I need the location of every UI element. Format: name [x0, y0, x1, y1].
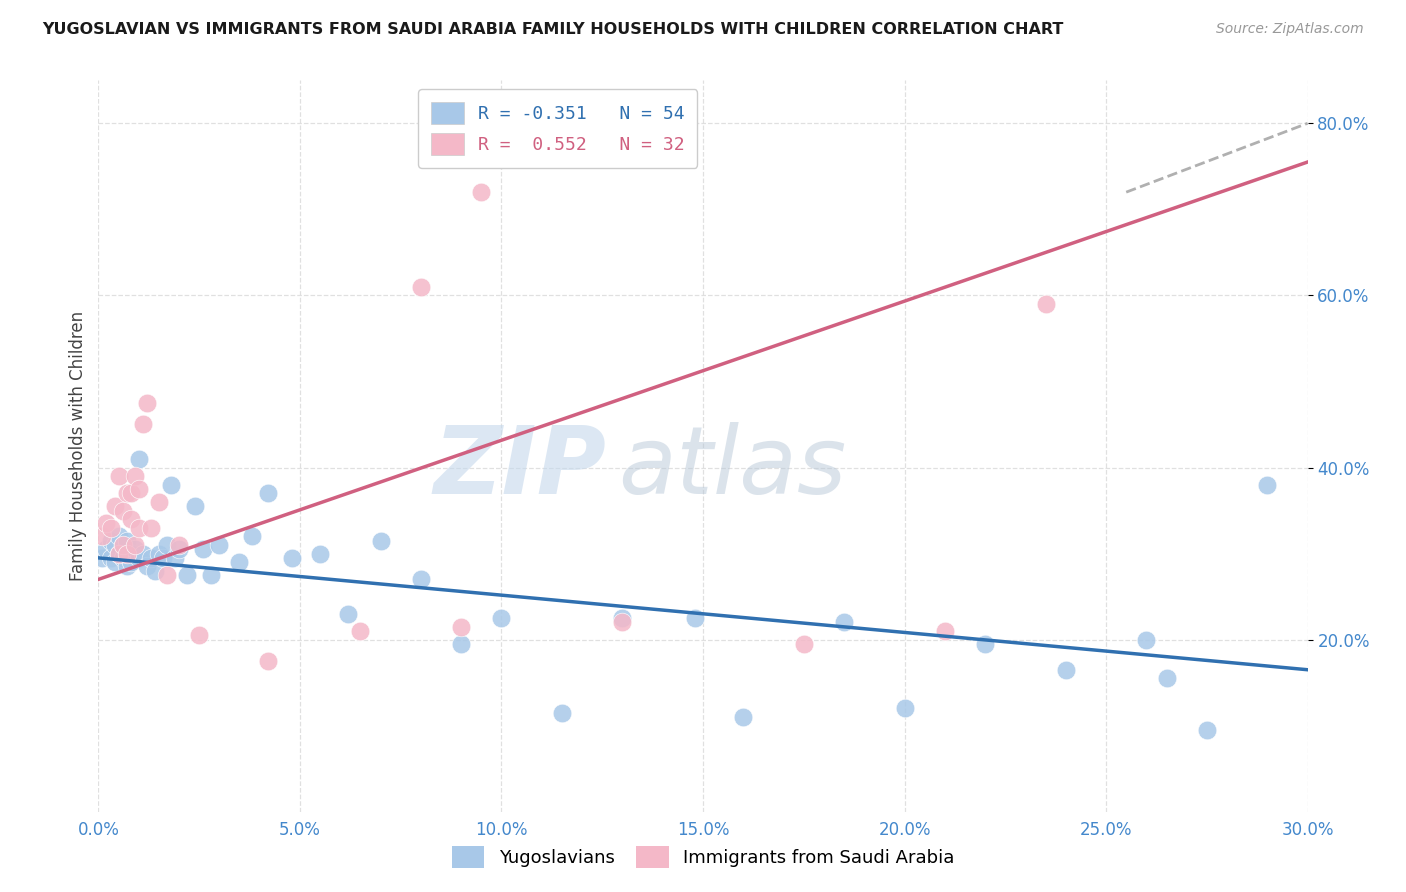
Point [107, 547, 129, 561]
Point [111, 538, 134, 552]
Point [132, 417, 155, 432]
Point [91, 550, 114, 565]
Point [612, 611, 634, 625]
Point [974, 637, 997, 651]
Point [100, 550, 122, 565]
Point [139, 550, 162, 565]
Point [135, 396, 157, 410]
Y-axis label: Family Households with Children: Family Households with Children [69, 311, 87, 581]
Point [228, 555, 250, 569]
Point [450, 637, 472, 651]
Point [120, 512, 142, 526]
Point [167, 538, 190, 552]
Point [163, 550, 186, 565]
Point [551, 706, 574, 720]
Point [91, 529, 114, 543]
Point [733, 710, 755, 724]
Point [349, 624, 371, 638]
Point [893, 701, 915, 715]
Point [832, 615, 855, 630]
Point [176, 568, 198, 582]
Point [256, 486, 278, 500]
Point [107, 547, 129, 561]
Point [934, 624, 956, 638]
Text: YUGOSLAVIAN VS IMMIGRANTS FROM SAUDI ARABIA FAMILY HOUSEHOLDS WITH CHILDREN CORR: YUGOSLAVIAN VS IMMIGRANTS FROM SAUDI ARA… [42, 22, 1063, 37]
Legend: R = -0.351   N = 54, R =  0.552   N = 32: R = -0.351 N = 54, R = 0.552 N = 32 [419, 89, 697, 168]
Point [309, 547, 332, 561]
Point [124, 542, 146, 557]
Point [1035, 297, 1057, 311]
Point [96, 516, 118, 531]
Point [1054, 663, 1077, 677]
Point [200, 568, 222, 582]
Point [120, 547, 142, 561]
Point [107, 529, 129, 543]
Point [156, 538, 179, 552]
Point [107, 469, 129, 483]
Point [370, 533, 392, 548]
Point [128, 521, 150, 535]
Point [103, 500, 125, 514]
Point [409, 573, 432, 587]
Point [156, 568, 179, 582]
Point [281, 550, 304, 565]
Point [450, 620, 472, 634]
Point [124, 469, 146, 483]
Point [470, 185, 492, 199]
Point [115, 547, 138, 561]
Point [491, 611, 513, 625]
Point [128, 550, 150, 565]
Point [256, 654, 278, 668]
Point [188, 628, 211, 642]
Point [152, 550, 174, 565]
Point [1256, 477, 1278, 491]
Point [148, 495, 170, 509]
Point [103, 538, 125, 552]
Point [167, 542, 190, 557]
Point [1135, 632, 1157, 647]
Point [1195, 723, 1218, 737]
Point [115, 559, 138, 574]
Point [148, 547, 170, 561]
Text: atlas: atlas [619, 423, 846, 514]
Point [124, 538, 146, 552]
Point [793, 637, 815, 651]
Point [409, 280, 432, 294]
Point [143, 564, 166, 578]
Point [120, 555, 142, 569]
Point [683, 611, 706, 625]
Point [115, 533, 138, 548]
Point [337, 607, 360, 621]
Point [139, 521, 162, 535]
Point [120, 486, 142, 500]
Point [100, 533, 122, 548]
Point [1156, 671, 1178, 685]
Point [193, 542, 215, 557]
Point [111, 503, 134, 517]
Point [103, 555, 125, 569]
Point [128, 451, 150, 466]
Point [128, 482, 150, 496]
Legend: Yugoslavians, Immigrants from Saudi Arabia: Yugoslavians, Immigrants from Saudi Arab… [440, 835, 966, 879]
Point [111, 550, 134, 565]
Point [96, 542, 118, 557]
Text: ZIP: ZIP [433, 422, 606, 514]
Point [100, 521, 122, 535]
Point [115, 486, 138, 500]
Point [184, 500, 207, 514]
Point [132, 547, 155, 561]
Point [612, 615, 634, 630]
Point [160, 477, 183, 491]
Point [135, 559, 157, 574]
Text: Source: ZipAtlas.com: Source: ZipAtlas.com [1216, 22, 1364, 37]
Point [208, 538, 231, 552]
Point [111, 538, 134, 552]
Point [240, 529, 263, 543]
